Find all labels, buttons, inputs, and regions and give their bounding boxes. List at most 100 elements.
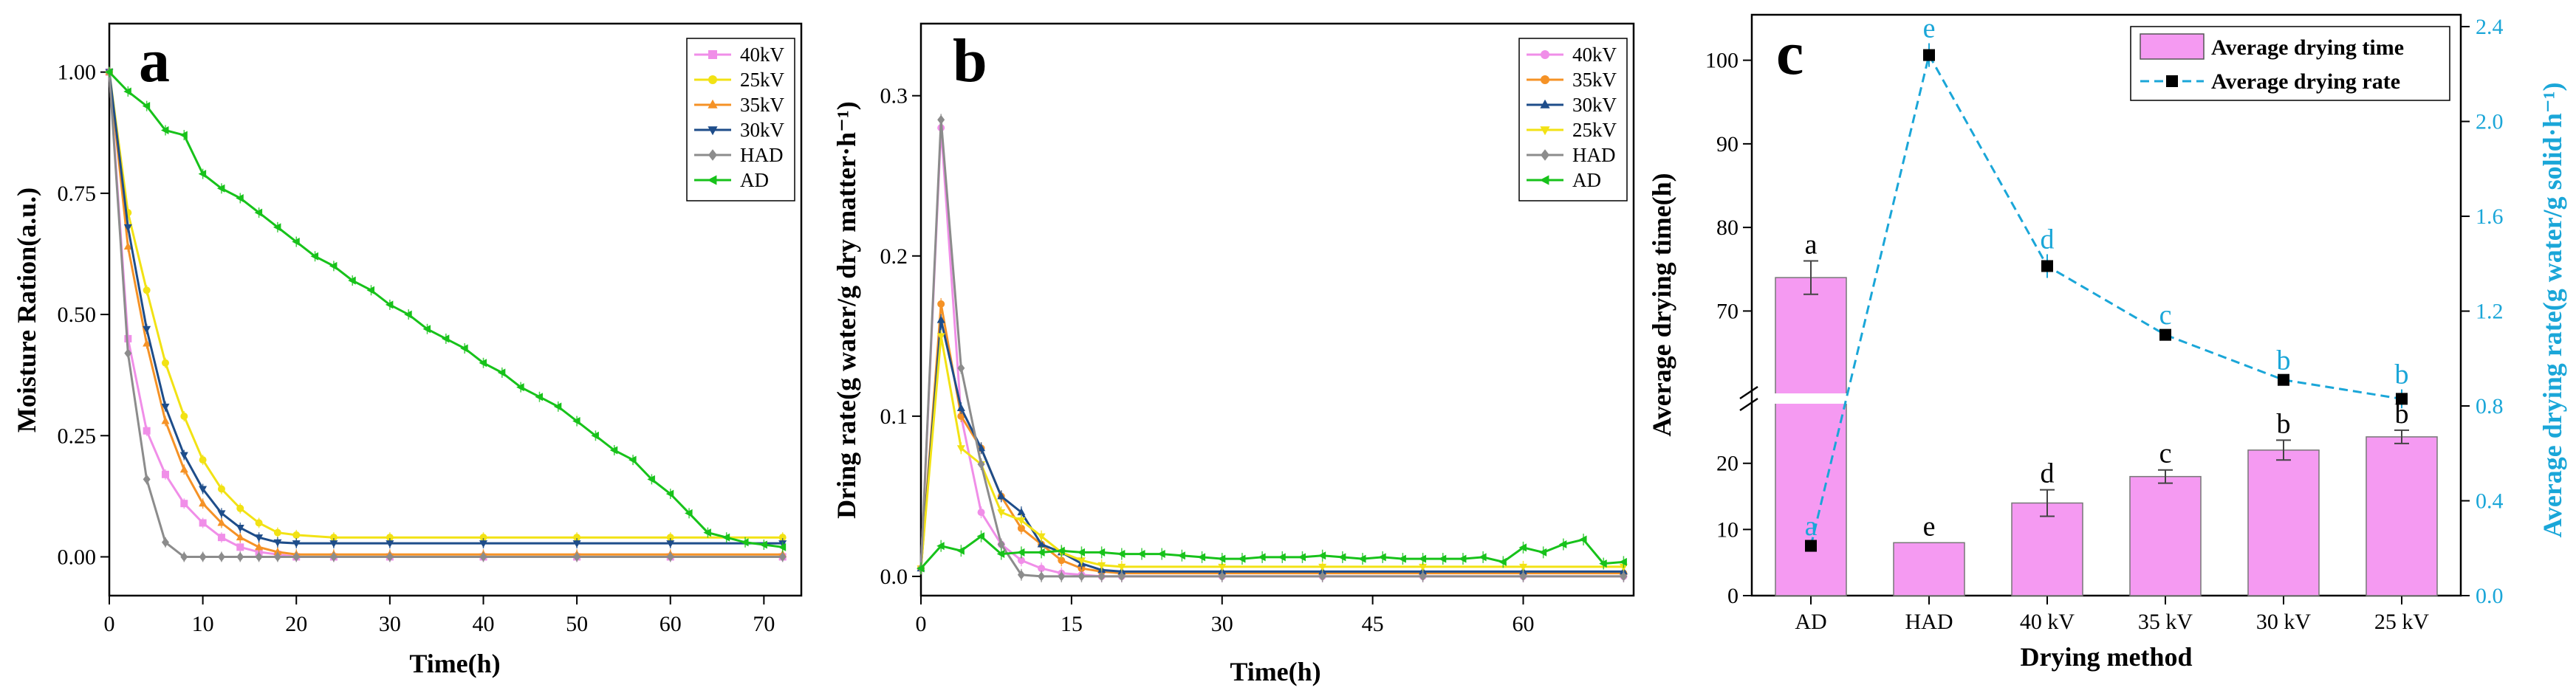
axis-break-mark [1739, 385, 1758, 400]
data-point [1358, 554, 1366, 563]
panel-b: b 0 15 30 45 60 0.0 0.1 0.2 0.3 Time(h) Dring ra… [832, 22, 1635, 686]
data-point [1498, 557, 1507, 566]
data-point [273, 223, 281, 232]
data-point [997, 540, 1005, 550]
data-point [1438, 554, 1447, 563]
bar [2011, 502, 2083, 596]
data-point [1117, 550, 1126, 559]
legend-item: 25kV [1527, 119, 1617, 141]
data-point [217, 518, 226, 526]
data-point [199, 519, 207, 527]
bar-significance-letter: c [2159, 438, 2172, 469]
data-point [1579, 535, 1587, 544]
data-point [310, 252, 319, 261]
panel-b-legend-box [1518, 38, 1628, 201]
data-point [217, 485, 225, 493]
legend-marker [1541, 75, 1549, 84]
x-tick-label: 60 [1512, 612, 1534, 636]
data-point [591, 431, 599, 440]
data-point [180, 500, 188, 508]
data-point [329, 540, 338, 548]
legend-label: 35kV [1572, 69, 1617, 91]
data-point [1197, 553, 1206, 562]
data-point [572, 540, 581, 548]
data-point [977, 509, 985, 517]
data-point [609, 446, 618, 455]
legend-item: HAD [1527, 144, 1616, 166]
x-tick-label: 70 [753, 612, 775, 636]
data-point [1117, 563, 1126, 571]
data-point [1558, 540, 1567, 549]
data-point [937, 300, 945, 308]
data-point [179, 465, 188, 473]
data-point [535, 393, 543, 402]
legend-item: 40kV [694, 44, 785, 66]
data-point [1016, 548, 1025, 557]
data-point [386, 551, 394, 562]
panel-a-letter: a [139, 27, 170, 95]
data-point [1037, 548, 1045, 557]
data-point [666, 540, 675, 548]
data-point [1599, 559, 1607, 568]
data-point [236, 193, 244, 202]
legend-label: HAD [1572, 144, 1616, 166]
data-point [1479, 553, 1487, 562]
legend-label: AD [740, 169, 769, 191]
legend-marker [708, 99, 718, 108]
legend-item: 30kV [694, 119, 785, 141]
series-had [917, 114, 1628, 582]
series-line [919, 303, 1624, 575]
y-tick-label: 0.00 [58, 545, 97, 569]
data-point [497, 368, 506, 377]
data-point [1097, 571, 1106, 582]
data-point [647, 475, 655, 483]
data-point [1058, 557, 1066, 565]
rate-point [1805, 540, 1817, 552]
panel-a-y-label: Moisture Ration(a.u.) [12, 187, 41, 433]
data-point [273, 547, 282, 555]
panel-b-legend: 40kV 35kV 30kV 25kV HAD AD [1518, 38, 1628, 201]
data-point [479, 359, 487, 368]
y-tick-label-right: 1.2 [2476, 300, 2504, 324]
x-tick-label: 20 [285, 612, 307, 636]
rate-point [2041, 260, 2053, 272]
data-point [572, 417, 580, 426]
y-tick-label: 0.25 [58, 424, 97, 448]
x-tick-label: 60 [660, 612, 682, 636]
data-point [1017, 517, 1026, 525]
series-ad [105, 66, 787, 553]
x-tick-label: 35 kV [2138, 610, 2193, 634]
rate-point [2396, 393, 2408, 405]
bar-significance-letter: e [1923, 511, 1936, 542]
data-point [1117, 571, 1126, 582]
panel-c-plot-frame [1750, 13, 2462, 597]
data-point [1057, 546, 1065, 555]
data-point [479, 540, 487, 548]
data-point [179, 131, 188, 139]
y-tick-label-right: 2.0 [2476, 110, 2504, 134]
legend-item: 30kV [1527, 94, 1617, 116]
data-point [479, 551, 487, 562]
y-tick-label-left: 70 [1716, 299, 1739, 323]
panel-a-legend-box [686, 38, 795, 201]
data-point [199, 551, 207, 562]
data-point [956, 546, 965, 555]
data-point [385, 300, 394, 309]
data-point [1078, 571, 1086, 582]
bar-significance-letter: a [1805, 229, 1818, 260]
x-tick-label: HAD [1905, 610, 1953, 634]
rate-significance-letter: e [1923, 13, 1936, 44]
data-point [722, 533, 730, 542]
data-point [628, 455, 637, 464]
y-tick-label-left: 90 [1716, 132, 1739, 156]
legend-label: 25kV [740, 69, 785, 91]
data-point [1017, 570, 1025, 580]
data-point [236, 533, 244, 541]
data-point [161, 403, 170, 411]
data-point [917, 564, 925, 573]
data-point [1017, 508, 1026, 516]
data-point [1619, 557, 1627, 566]
bar [2366, 436, 2438, 596]
data-point [329, 261, 338, 270]
data-point [778, 534, 787, 542]
